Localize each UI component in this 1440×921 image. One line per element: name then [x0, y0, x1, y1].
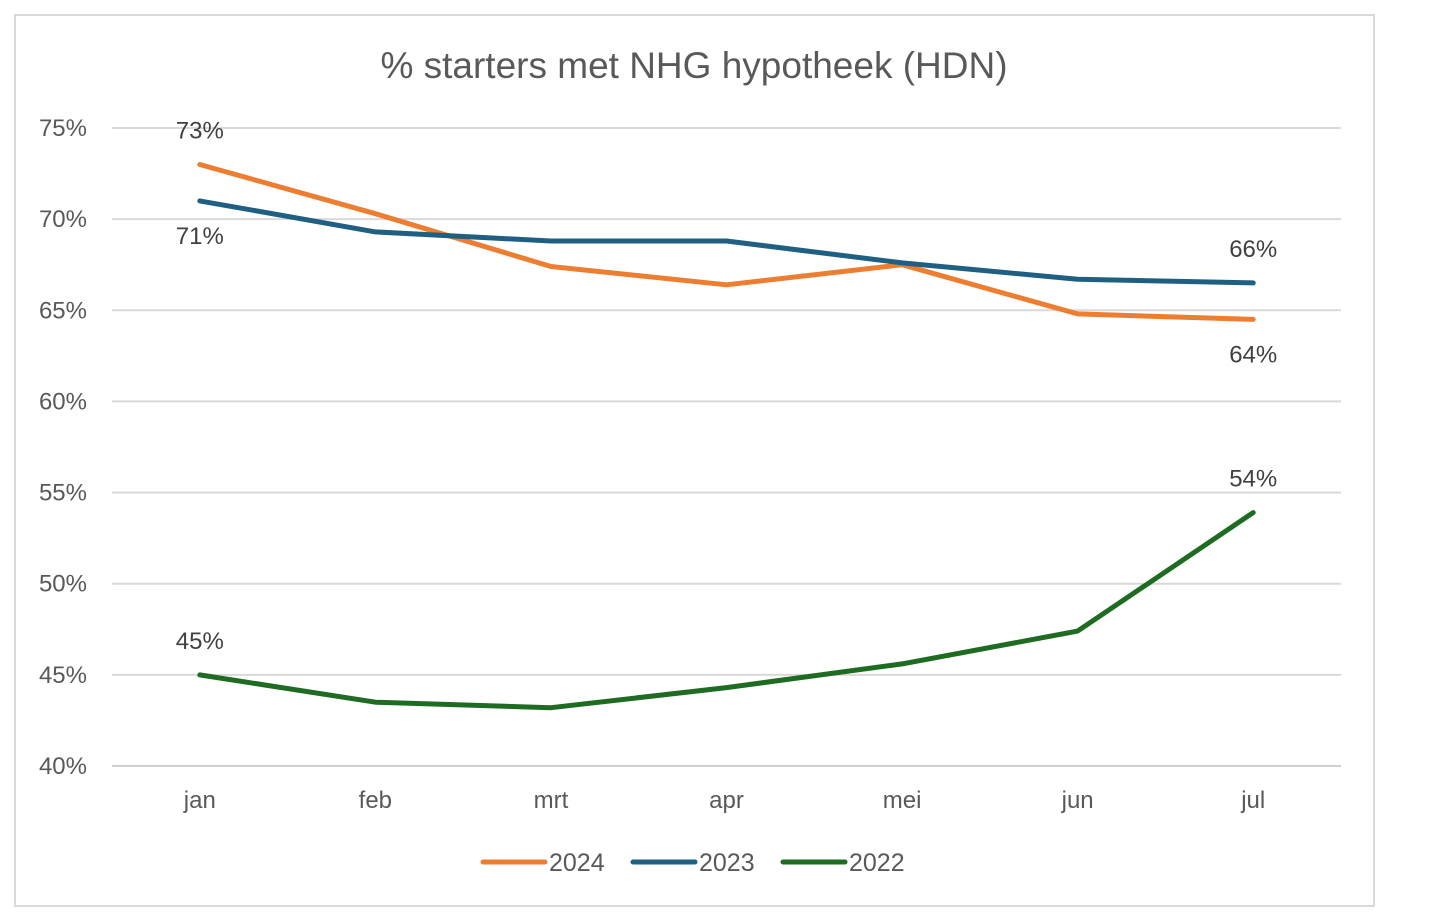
data-label: 71% [176, 223, 224, 250]
legend-item-2024: 2024 [480, 849, 605, 877]
data-label: 54% [1229, 466, 1277, 493]
series-line-2023 [197, 198, 1256, 286]
series-line-2024 [197, 162, 1256, 322]
legend: 2024 2023 2022 [480, 849, 905, 877]
y-tick-label: 55% [39, 480, 87, 507]
chart-title: % starters met NHG hypotheek (HDN) [380, 45, 1007, 86]
x-tick-label: mrt [534, 787, 569, 814]
y-axis-labels: 40% 45% 50% 55% 60% 65% 70% 75% [39, 115, 87, 780]
x-tick-label: feb [359, 787, 392, 814]
data-label: 66% [1229, 236, 1277, 263]
y-tick-label: 75% [39, 115, 87, 142]
series-line-2022 [197, 510, 1256, 711]
legend-item-2023: 2023 [630, 849, 755, 877]
legend-label: 2024 [549, 849, 605, 877]
chart-frame [14, 14, 1375, 907]
data-label: 64% [1229, 341, 1277, 368]
y-tick-label: 60% [39, 388, 87, 415]
y-tick-label: 65% [39, 297, 87, 324]
gridlines [112, 127, 1341, 767]
legend-label: 2022 [849, 849, 905, 877]
data-label: 45% [176, 628, 224, 655]
series-lines [197, 162, 1256, 711]
y-tick-label: 45% [39, 662, 87, 689]
x-tick-label: jul [1240, 787, 1265, 814]
x-tick-label: jun [1061, 787, 1094, 814]
y-tick-label: 70% [39, 206, 87, 233]
y-tick-label: 50% [39, 571, 87, 598]
data-labels: 73% 64% 71% 66% 45% 54% [176, 117, 1277, 654]
legend-item-2022: 2022 [780, 849, 905, 877]
y-tick-label: 40% [39, 753, 87, 780]
data-label: 73% [176, 117, 224, 144]
x-axis-labels: jan feb mrt apr mei jun jul [183, 787, 1265, 814]
x-tick-label: apr [709, 787, 744, 814]
x-tick-label: mei [883, 787, 922, 814]
legend-label: 2023 [699, 849, 755, 877]
x-tick-label: jan [183, 787, 216, 814]
